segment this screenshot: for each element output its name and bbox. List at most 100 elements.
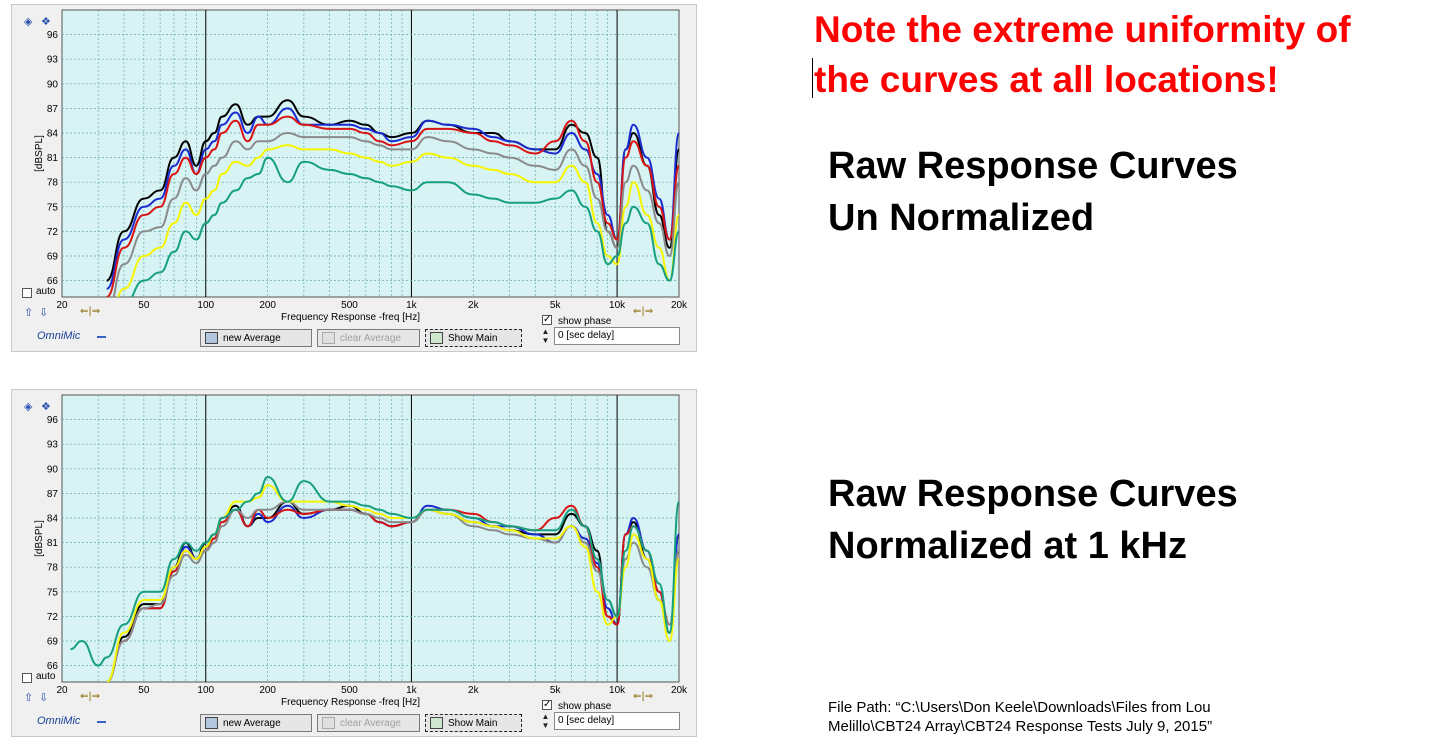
plot-area: [61, 394, 680, 683]
x-axis-label: Frequency Response -freq [Hz]: [281, 312, 420, 323]
y-tick-label: 87: [47, 489, 59, 500]
y-tick-label: 69: [47, 252, 59, 263]
delay-input[interactable]: 0 [sec delay]: [554, 327, 680, 345]
file-path-text: File Path: “C:\Users\Don Keele\Downloads…: [828, 698, 1212, 736]
omnimic-dash: [97, 721, 106, 723]
scroll-up-icon[interactable]: ⇧: [24, 691, 34, 704]
chart-icon: [430, 717, 443, 729]
x-tick-label: 10k: [609, 300, 626, 311]
omnimic-label: OmniMic: [37, 330, 81, 342]
clear-average-button[interactable]: clear Average: [317, 714, 420, 732]
x-tick-label: 500: [341, 300, 358, 311]
series-line-yellow: [106, 484, 679, 682]
pan-left-icon[interactable]: ⇐|⇒: [80, 306, 101, 317]
y-tick-label: 75: [47, 202, 59, 213]
clear-average-button[interactable]: clear Average: [317, 329, 420, 347]
x-tick-label: 50: [138, 685, 150, 696]
auto-checkbox[interactable]: [22, 288, 32, 298]
heading-bottom: Raw Response Curves Normalized at 1 kHz: [828, 468, 1238, 572]
heading-top: Raw Response Curves Un Normalized: [828, 140, 1238, 244]
show-main-label: Show Main: [448, 718, 498, 729]
delay-input[interactable]: 0 [sec delay]: [554, 712, 680, 730]
chart-svg-top: 66 69 72 75 78 81 84 87 90 93 96 20 50 100 200 500 1k 2k 5…: [34, 9, 688, 323]
y-tick-label: 69: [47, 637, 59, 648]
y-tick-label: 84: [47, 514, 59, 525]
series-line-green: [70, 475, 679, 667]
scroll-down-icon[interactable]: ⇩: [39, 691, 49, 704]
auto-checkbox[interactable]: [22, 673, 32, 683]
chart-panel-bottom: 66 69 72 75 78 81 84 87 90 93 96 20 50 100 200 500 1k 2k 5…: [11, 389, 697, 737]
heading-top-line-2: Un Normalized: [828, 197, 1095, 239]
x-tick-label: 100: [197, 685, 214, 696]
series-line-yellow: [117, 144, 679, 297]
x-tick-label: 20: [56, 300, 68, 311]
zoom-y-icon[interactable]: ❖: [41, 15, 51, 28]
x-tick-label: 100: [197, 300, 214, 311]
clear-average-label: clear Average: [340, 333, 401, 344]
y-tick-label: 96: [47, 30, 59, 41]
show-phase-label: show phase: [558, 316, 612, 327]
y-tick-label: 66: [47, 276, 59, 287]
text-cursor: [812, 58, 813, 98]
x-tick-label: 1k: [406, 685, 418, 696]
zoom-x-icon[interactable]: ◈: [24, 400, 33, 413]
omnimic-dash: [97, 336, 106, 338]
new-average-button[interactable]: new Average: [200, 329, 312, 347]
y-tick-label: 84: [47, 129, 59, 140]
x-tick-label: 2k: [468, 300, 480, 311]
delay-spinner[interactable]: ▲ ▼: [541, 327, 550, 345]
pan-right-icon[interactable]: ⇐|⇒: [633, 306, 654, 317]
auto-label: auto: [36, 671, 56, 682]
show-main-button[interactable]: Show Main: [425, 714, 522, 732]
y-tick-label: 81: [47, 538, 59, 549]
x-tick-label: 20k: [671, 685, 688, 696]
auto-label: auto: [36, 286, 56, 297]
y-tick-label: 90: [47, 79, 59, 90]
heading-top-line-1: Raw Response Curves: [828, 145, 1238, 187]
note-text: Note the extreme uniformity of the curve…: [814, 5, 1351, 105]
x-tick-label: 5k: [550, 300, 562, 311]
omnimic-label: OmniMic: [37, 715, 81, 727]
x-tick-label: 10k: [609, 685, 626, 696]
show-main-button[interactable]: Show Main: [425, 329, 522, 347]
scroll-up-icon[interactable]: ⇧: [24, 306, 34, 319]
series-line-gray: [112, 131, 679, 297]
plot-area: [61, 9, 680, 298]
y-tick-label: 66: [47, 661, 59, 672]
x-axis-label: Frequency Response -freq [Hz]: [281, 697, 420, 708]
pan-left-icon[interactable]: ⇐|⇒: [80, 691, 101, 702]
y-tick-label: 81: [47, 153, 59, 164]
chart-icon: [430, 332, 443, 344]
zoom-y-icon[interactable]: ❖: [41, 400, 51, 413]
x-tick-label: 50: [138, 300, 150, 311]
y-tick-label: 93: [47, 440, 59, 451]
show-phase-checkbox[interactable]: ✓: [542, 314, 552, 325]
x-tick-label: 200: [259, 300, 276, 311]
chart-icon: [322, 332, 335, 344]
chart-svg-bottom: 66 69 72 75 78 81 84 87 90 93 96 20 50 100 200 500 1k 2k 5…: [34, 394, 688, 708]
show-phase-label: show phase: [558, 701, 612, 712]
x-tick-label: 2k: [468, 685, 480, 696]
delay-spinner[interactable]: ▲ ▼: [541, 712, 550, 730]
y-tick-label: 96: [47, 415, 59, 426]
file-path-line-2: Melillo\CBT24 Array\CBT24 Response Tests…: [828, 718, 1213, 735]
y-tick-label: 75: [47, 587, 59, 598]
show-phase-checkbox[interactable]: ✓: [542, 699, 552, 710]
y-axis-label: [dBSPL]: [34, 135, 45, 172]
series-line-red: [106, 115, 679, 297]
y-tick-label: 78: [47, 178, 59, 189]
pan-right-icon[interactable]: ⇐|⇒: [633, 691, 654, 702]
heading-bottom-line-1: Raw Response Curves: [828, 473, 1238, 515]
y-tick-label: 72: [47, 612, 59, 623]
chart-icon: [205, 332, 218, 344]
y-tick-label: 90: [47, 464, 59, 475]
show-main-label: Show Main: [448, 333, 498, 344]
scroll-down-icon[interactable]: ⇩: [39, 306, 49, 319]
clear-average-label: clear Average: [340, 718, 401, 729]
x-tick-label: 1k: [406, 300, 418, 311]
x-tick-label: 200: [259, 685, 276, 696]
new-average-button[interactable]: new Average: [200, 714, 312, 732]
y-axis-label: [dBSPL]: [34, 520, 45, 557]
y-tick-label: 87: [47, 104, 59, 115]
zoom-x-icon[interactable]: ◈: [24, 15, 33, 28]
